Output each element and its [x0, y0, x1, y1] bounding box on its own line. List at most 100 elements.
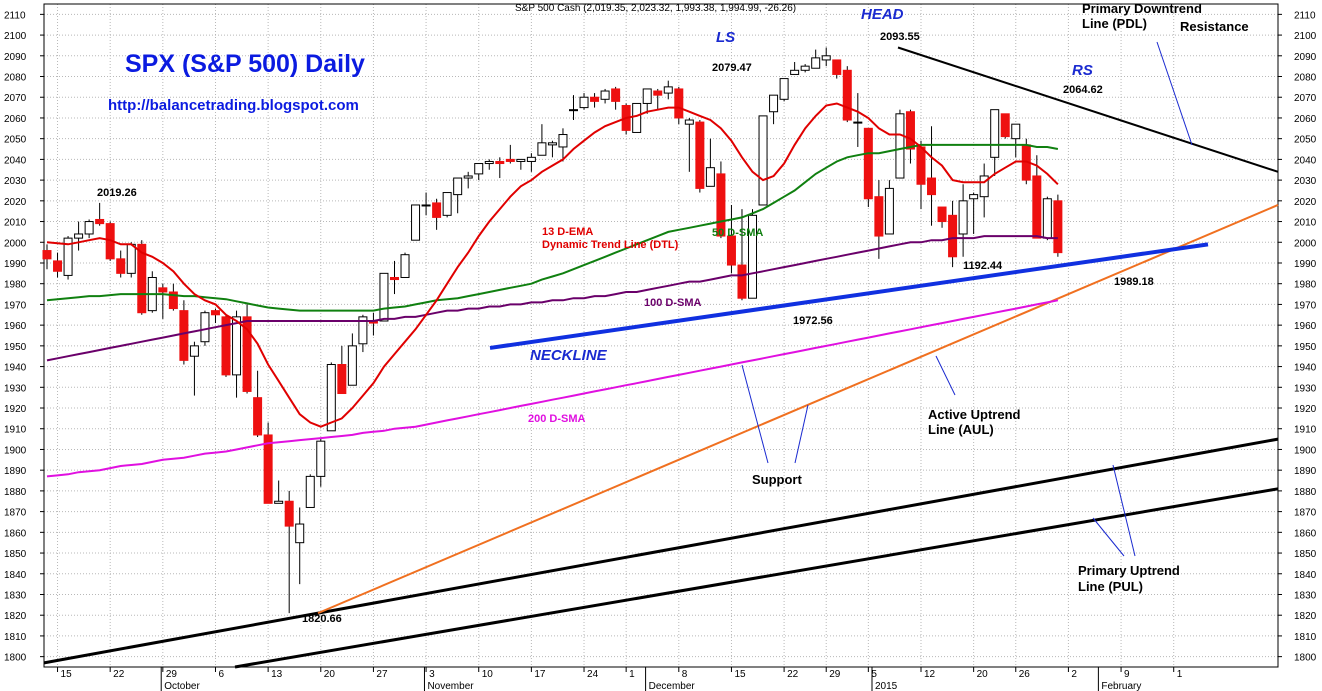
y-tick-label: 2020 — [4, 197, 27, 208]
y-tick-label: 2010 — [1294, 218, 1317, 229]
sma50-line — [46, 143, 1059, 312]
x-tick-label: 20 — [977, 669, 989, 680]
price-label-1820: 1820.66 — [302, 613, 342, 625]
candle-body — [842, 69, 852, 121]
trend-lines-over — [489, 46, 1279, 350]
candle-body — [863, 127, 873, 200]
x-tick-label: 2 — [1071, 669, 1077, 680]
candle-body — [84, 221, 94, 235]
candle-body — [642, 88, 652, 104]
y-tick-label: 2060 — [1294, 114, 1317, 125]
y-tick-label: 2110 — [1294, 10, 1316, 21]
candle-body — [663, 86, 673, 94]
candle-body — [421, 204, 431, 207]
candle-body — [137, 243, 147, 314]
candle-body — [63, 237, 73, 276]
pul-line-upper — [43, 437, 1279, 665]
y-tick-label: 2010 — [4, 218, 27, 229]
y-tick-label: 2030 — [4, 176, 27, 187]
candle-body — [758, 115, 768, 206]
candle-body — [516, 158, 526, 162]
price-label-2093: 2093.55 — [880, 31, 920, 43]
y-tick-label: 2070 — [4, 93, 27, 104]
y-tick-label: 2060 — [4, 114, 27, 125]
neckline-line — [489, 242, 1209, 350]
y-tick-label: 1830 — [4, 590, 27, 601]
label-resistance: Resistance — [1180, 19, 1249, 34]
y-tick-label: 1830 — [1294, 590, 1317, 601]
candle-body — [716, 173, 726, 237]
candle-body — [74, 233, 84, 239]
grid — [44, 4, 1278, 667]
source-url[interactable]: http://balancetrading.blogspot.com — [108, 97, 359, 114]
x-tick-label: 29 — [166, 669, 178, 680]
chart-title: SPX (S&P 500) Daily — [125, 50, 365, 78]
candle-body — [674, 88, 684, 119]
candle-body — [400, 254, 410, 278]
x-tick-label: 8 — [682, 669, 688, 680]
candle-body — [969, 194, 979, 200]
trend-lines-under — [43, 204, 1279, 669]
x-tick-label: 5 — [871, 669, 877, 680]
y-tick-label: 2000 — [4, 238, 27, 249]
y-tick-label: 1920 — [4, 404, 27, 415]
candle-body — [210, 310, 220, 316]
label-sma200: 200 D-SMA — [528, 413, 586, 425]
y-tick-label: 1840 — [1294, 570, 1317, 581]
price-label-2079: 2079.47 — [712, 62, 752, 74]
y-axis-right: 1800 1810 1820 1830 1840 1850 1860 1870 1880 1890… — [1278, 10, 1317, 664]
candle-body — [611, 88, 621, 102]
y-tick-label: 1860 — [1294, 528, 1317, 539]
y-tick-label: 1900 — [1294, 445, 1317, 456]
label-sma50: 50 D-SMA — [712, 227, 764, 239]
candle-body — [284, 500, 294, 527]
y-tick-label: 1880 — [1294, 487, 1317, 498]
x-axis: 15 22 29 6 13 20 27 3 10 17 24 1 8 15 22 29 5 12 20 26 2 9 1Oc… — [57, 667, 1183, 691]
candle-body — [853, 121, 863, 124]
candle-body — [547, 142, 557, 146]
y-tick-label: 1970 — [4, 300, 27, 311]
x-month-label: 2015 — [875, 681, 898, 691]
label-ema-1: 13 D-EMA — [542, 226, 594, 238]
candle-body — [990, 109, 1000, 158]
candle-body — [653, 90, 663, 96]
candle-body — [232, 316, 242, 376]
x-month-label: October — [164, 681, 200, 691]
candle-body — [1042, 198, 1052, 239]
candle-body — [800, 65, 810, 71]
candle-body — [874, 196, 884, 237]
candle-body — [632, 102, 642, 133]
candle-body — [569, 109, 578, 112]
label-pdl-2: Line (PDL) — [1082, 16, 1147, 31]
sma100-line — [46, 235, 1058, 362]
y-tick-label: 1810 — [1294, 632, 1317, 643]
candle-body — [684, 119, 694, 125]
candle-body — [916, 146, 926, 185]
plot-frame — [43, 3, 1279, 668]
x-tick-label: 12 — [924, 669, 936, 680]
y-tick-label: 1980 — [1294, 280, 1317, 291]
candle-body — [253, 397, 263, 436]
candle-body — [295, 523, 305, 544]
y-tick-label: 2080 — [4, 73, 27, 84]
x-tick-label: 1 — [629, 669, 635, 680]
candle-body — [1011, 123, 1021, 140]
y-tick-label: 2050 — [4, 135, 27, 146]
y-tick-label: 1990 — [4, 259, 27, 270]
moving-averages — [46, 102, 1059, 478]
y-tick-label: 1950 — [4, 342, 27, 353]
y-tick-label: 1920 — [1294, 404, 1317, 415]
y-tick-label: 1890 — [4, 466, 27, 477]
candle-body — [590, 96, 600, 102]
x-tick-label: 10 — [482, 669, 494, 680]
x-tick-label: 24 — [587, 669, 599, 680]
price-label-2064: 2064.62 — [1063, 84, 1103, 96]
sma200-line — [46, 299, 1059, 478]
x-tick-label: 6 — [218, 669, 224, 680]
y-axis-left: 1800 1810 1820 1830 1840 1850 1860 1870 1880 1890… — [4, 10, 44, 664]
x-tick-label: 3 — [429, 669, 435, 680]
y-tick-label: 1870 — [4, 508, 27, 519]
candle-body — [358, 316, 368, 345]
candle-body — [379, 272, 389, 322]
